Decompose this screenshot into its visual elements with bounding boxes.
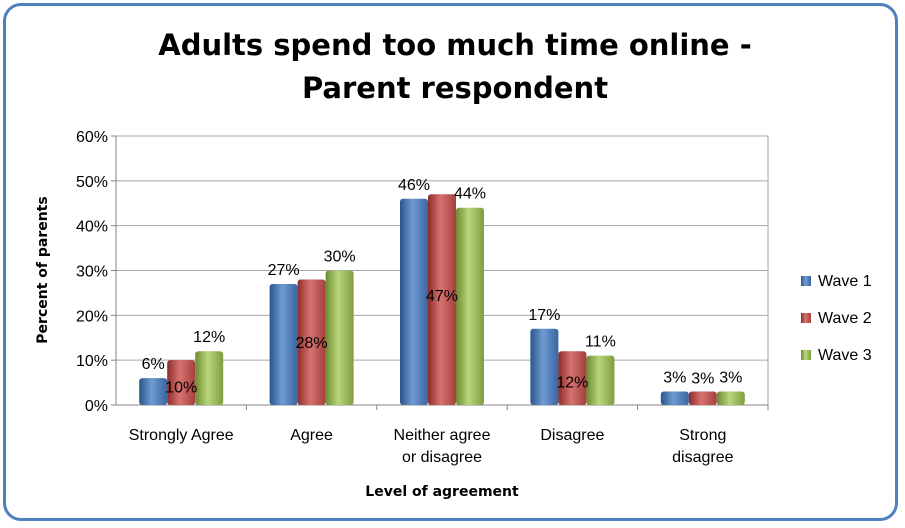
x-tick-label: Disagree	[540, 427, 604, 444]
data-label: 3%	[719, 370, 742, 387]
data-label: 27%	[268, 262, 300, 279]
y-tick-label: 10%	[76, 353, 108, 370]
data-label: 10%	[165, 379, 197, 396]
bar-wave-2	[167, 360, 196, 405]
bar-wave-2	[428, 194, 456, 405]
bar-wave-3	[456, 207, 484, 405]
x-tick-label: Neither agree	[394, 427, 491, 444]
legend: Wave 1 Wave 2 Wave 3	[801, 273, 872, 364]
bar-wave-3	[586, 355, 615, 405]
y-tick-label: 0%	[85, 398, 108, 415]
y-tick-label: 50%	[76, 174, 108, 191]
data-label: 28%	[296, 335, 328, 352]
data-label: 6%	[142, 356, 165, 373]
y-tick-label: 30%	[76, 264, 108, 281]
data-label: 47%	[426, 288, 458, 305]
bar-wave-1	[530, 328, 559, 405]
x-tick-label: Strong	[679, 427, 726, 444]
data-label: 3%	[663, 370, 686, 387]
legend-label-3: Wave 3	[818, 347, 872, 364]
x-tick-label: Strongly Agree	[129, 427, 234, 444]
chart-title-line-1: Adults spend too much time online -	[158, 28, 751, 62]
data-label: 30%	[324, 249, 356, 266]
y-tick-label: 20%	[76, 308, 108, 325]
data-label: 12%	[193, 329, 225, 346]
data-label: 11%	[585, 334, 616, 351]
data-label: 44%	[454, 186, 486, 203]
data-label: 3%	[691, 371, 714, 388]
chart-title-line-2: Parent respondent	[302, 71, 608, 105]
legend-swatch-3	[801, 350, 811, 360]
x-tick-label: or disagree	[402, 449, 482, 466]
x-tick-labels: Strongly Agree Agree Neither agree or disag…	[129, 427, 734, 466]
bars	[139, 194, 745, 405]
bar-wave-1	[269, 283, 298, 405]
bar-wave-1	[400, 198, 428, 405]
y-tick-label: 60%	[76, 129, 108, 146]
legend-label-1: Wave 1	[818, 273, 872, 290]
bar-wave-3	[325, 270, 354, 405]
bar-wave-2	[297, 279, 326, 405]
y-tick-label: 40%	[76, 219, 108, 236]
bar-wave-1	[139, 378, 168, 405]
bar-wave-3	[195, 351, 224, 405]
y-tick-labels: 0% 10% 20% 30% 40% 50% 60%	[76, 129, 108, 415]
x-axis-title: Level of agreement	[365, 484, 519, 500]
bar-wave-2	[688, 391, 717, 405]
x-tick-label: Agree	[290, 427, 333, 444]
y-axis-title: Percent of parents	[35, 196, 51, 343]
bar-wave-3	[716, 391, 745, 405]
data-label: 12%	[556, 374, 588, 391]
data-labels: 6%10% 12% 27% 28% 30% 46% 47% 44% 17% 12% 11% 3% 3% 3…	[142, 177, 743, 397]
bar-wave-2	[558, 351, 587, 405]
data-label: 17%	[528, 307, 560, 324]
legend-swatch-1	[801, 276, 811, 286]
bar-wave-1	[660, 391, 689, 405]
x-tick-label: disagree	[672, 449, 733, 466]
legend-label-2: Wave 2	[818, 310, 872, 327]
data-label: 46%	[398, 177, 430, 194]
legend-swatch-2	[801, 313, 811, 323]
